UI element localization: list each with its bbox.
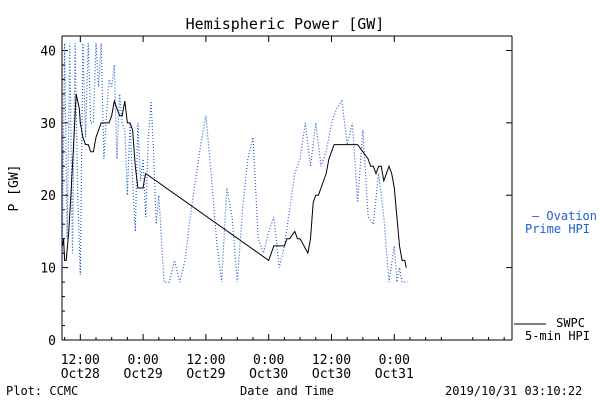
ovation-prime-line <box>61 43 408 283</box>
legend: — Ovation Prime HPI SWPC 5-min HPI <box>514 209 597 343</box>
x-tick-date: Oct29 <box>124 367 163 382</box>
y-tick-label: 20 <box>40 189 56 204</box>
x-tick-date: Oct30 <box>249 367 288 382</box>
swpc-series <box>62 93 407 268</box>
swpc-line <box>62 93 407 268</box>
x-tick-date: Oct30 <box>312 367 351 382</box>
legend-swpc-line2: 5-min HPI <box>525 329 590 343</box>
x-tick-date: Oct28 <box>61 367 100 382</box>
ovation-prime-series <box>61 43 408 283</box>
x-tick-time: 12:00 <box>312 353 351 368</box>
x-axis-ticks: 12:00Oct280:00Oct2912:00Oct290:00Oct3012… <box>61 36 505 382</box>
x-tick-time: 12:00 <box>186 353 225 368</box>
legend-swpc-line1: SWPC <box>556 316 585 330</box>
y-axis-label: P [GW] <box>7 165 22 212</box>
legend-ovation-line2: Prime HPI <box>525 222 590 236</box>
plot-timestamp: 2019/10/31 03:10:22 <box>445 384 583 398</box>
y-axis-ticks: 0 10 20 30 40 <box>40 35 512 349</box>
y-tick-label: 30 <box>40 117 56 132</box>
y-tick-label: 0 <box>48 334 56 349</box>
chart-title: Hemispheric Power [GW] <box>186 15 385 33</box>
x-tick-time: 0:00 <box>127 353 158 368</box>
y-tick-label: 10 <box>40 262 56 277</box>
x-tick-time: 12:00 <box>61 353 100 368</box>
x-tick-time: 0:00 <box>379 353 410 368</box>
y-tick-label: 40 <box>40 44 56 59</box>
plot-frame <box>61 35 513 341</box>
x-tick-date: Oct29 <box>186 367 225 382</box>
x-tick-time: 0:00 <box>253 353 284 368</box>
x-tick-date: Oct31 <box>375 367 414 382</box>
plot-credit: Plot: CCMC <box>6 384 79 398</box>
x-axis-label: Date and Time <box>240 384 334 398</box>
legend-ovation-line1: — Ovation <box>532 209 597 223</box>
